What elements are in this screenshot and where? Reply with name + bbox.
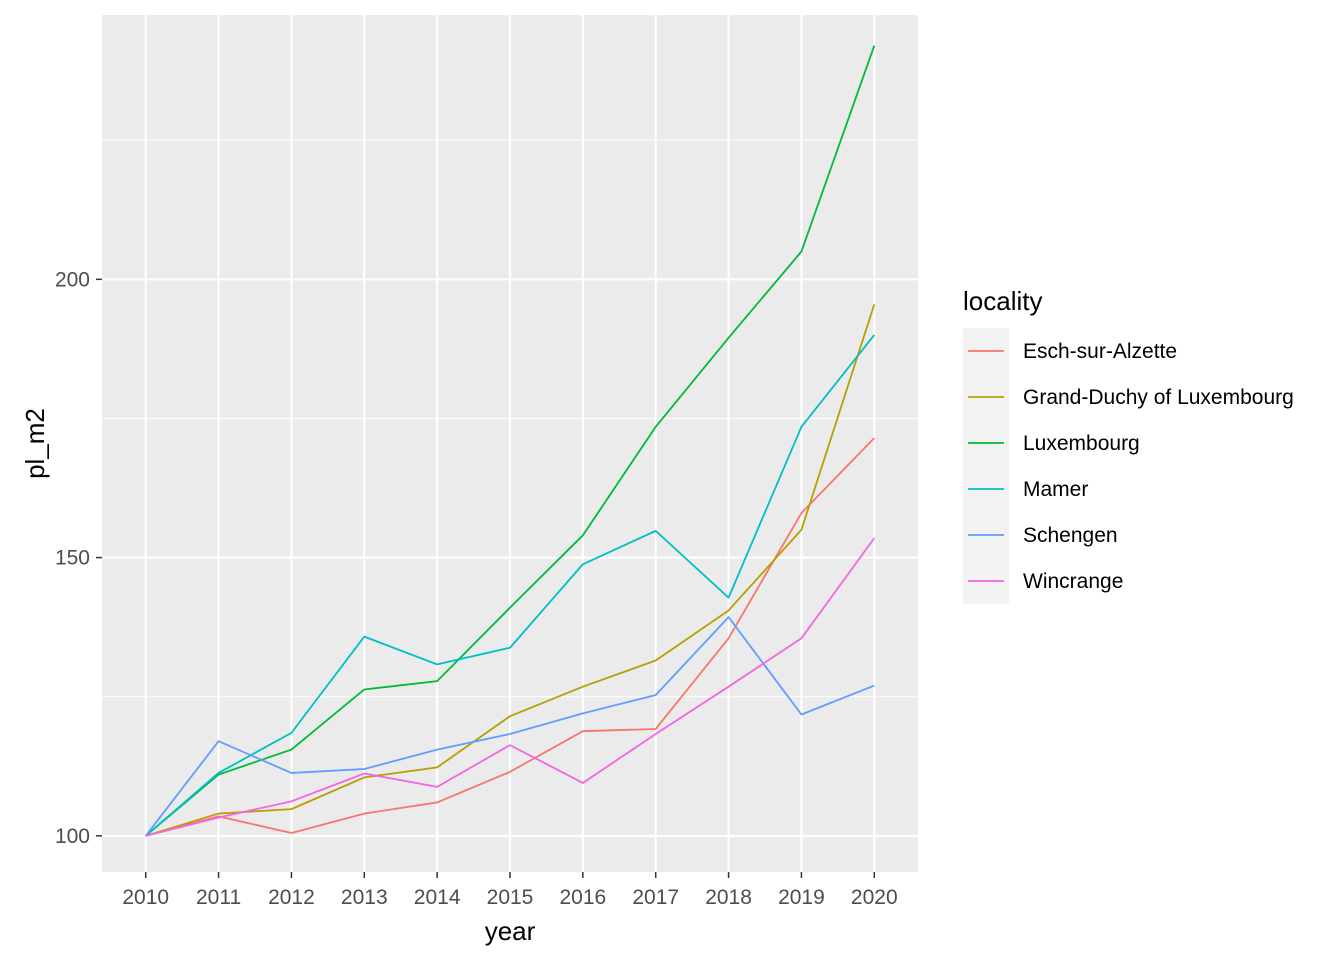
legend-key-background (963, 328, 1009, 604)
legend-label: Mamer (1023, 478, 1088, 501)
series-line (145, 437, 875, 837)
x-tick-label: 2013 (341, 886, 388, 909)
x-tick-label: 2017 (632, 886, 679, 909)
x-tick-label: 2012 (268, 886, 315, 909)
legend: locality Esch-sur-Alzette Grand-Duchy of … (963, 286, 1294, 604)
legend-label: Schengen (1023, 524, 1118, 547)
y-tick-label: 100 (55, 825, 90, 848)
x-tick-label: 2020 (851, 886, 898, 909)
y-axis-ticks: 100 150 200 (55, 268, 102, 848)
legend-title: locality (963, 286, 1042, 316)
x-tick-label: 2015 (487, 886, 534, 909)
x-tick-label: 2011 (196, 886, 241, 909)
legend-label: Luxembourg (1023, 432, 1140, 455)
x-tick-label: 2016 (559, 886, 606, 909)
legend-label: Wincrange (1023, 570, 1123, 593)
x-tick-label: 2018 (705, 886, 752, 909)
series-line (144, 616, 875, 837)
x-tick-label: 2019 (778, 886, 825, 909)
series-lines (144, 45, 876, 837)
series-line (145, 537, 876, 837)
series-line (145, 45, 876, 837)
x-tick-label: 2010 (122, 886, 169, 909)
legend-label: Grand-Duchy of Luxembourg (1023, 386, 1294, 409)
series-line (145, 334, 875, 837)
major-gridlines (102, 15, 918, 872)
x-axis-ticks: 2010 2011 2012 2013 2014 2015 2016 2017 2018 2019… (122, 872, 898, 909)
y-tick-label: 150 (55, 547, 90, 570)
x-axis-title: year (485, 916, 536, 946)
y-tick-label: 200 (55, 268, 90, 291)
legend-items: Esch-sur-Alzette Grand-Duchy of Luxembour… (968, 340, 1294, 593)
legend-label: Esch-sur-Alzette (1023, 340, 1177, 363)
x-tick-label: 2014 (414, 886, 461, 909)
series-line (145, 304, 876, 837)
y-axis-title: pl_m2 (20, 408, 50, 479)
